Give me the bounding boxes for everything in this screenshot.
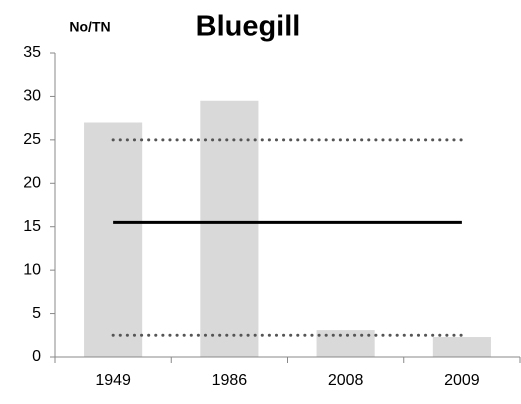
y-axis-label: No/TN [69, 19, 110, 35]
bar [84, 122, 143, 357]
y-tick-label: 25 [23, 131, 41, 148]
x-tick-label: 2008 [328, 372, 364, 389]
y-tick-label: 0 [32, 348, 41, 365]
y-tick-label: 35 [23, 44, 41, 61]
y-tick-label: 20 [23, 175, 41, 192]
bar [432, 337, 491, 357]
x-tick-label: 1986 [212, 372, 248, 389]
chart-title: Bluegill [196, 11, 301, 43]
bar [200, 100, 259, 358]
y-tick-label: 30 [23, 88, 41, 105]
x-tick-label: 2009 [444, 372, 480, 389]
x-tick-label: 1949 [95, 372, 131, 389]
y-tick-label: 10 [23, 261, 41, 278]
y-tick-label: 15 [23, 218, 41, 235]
y-tick-label: 5 [32, 305, 41, 322]
